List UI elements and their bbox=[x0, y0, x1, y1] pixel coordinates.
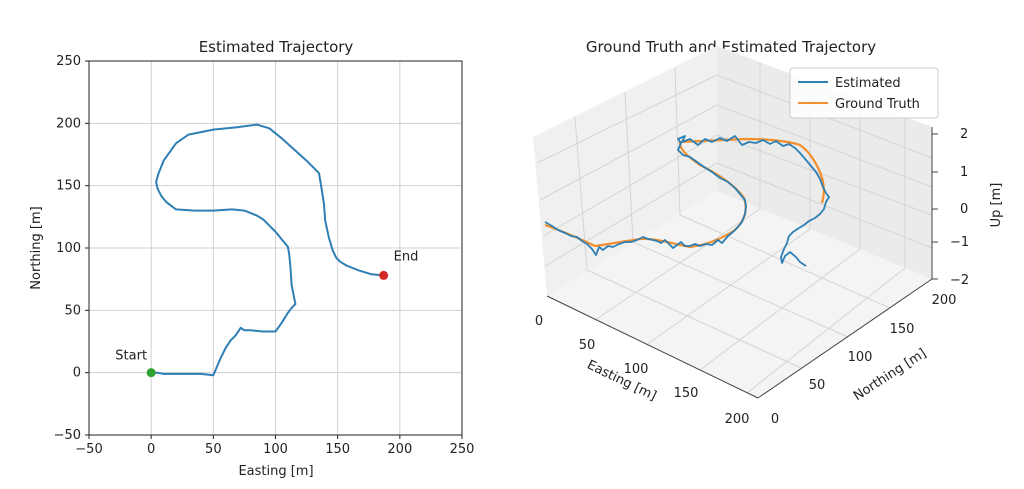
y-tick-label: −50 bbox=[54, 428, 81, 443]
y-tick-label: 100 bbox=[56, 241, 81, 256]
x-tick-label: 0 bbox=[147, 442, 155, 457]
z-ticks-3d: 2 1 0 −1 −2 bbox=[950, 127, 969, 288]
left-x-ticks: −50 0 50 100 150 200 250 bbox=[75, 435, 474, 457]
right-plot: Ground Truth and Estimated Trajectory bbox=[533, 38, 1004, 427]
x-tick-label: −50 bbox=[75, 442, 102, 457]
right-title: Ground Truth and Estimated Trajectory bbox=[586, 38, 876, 56]
grid-3d bbox=[536, 62, 933, 394]
y-tick-label: 0 bbox=[73, 366, 81, 381]
x-tick-label: 100 bbox=[263, 442, 288, 457]
x-axis-line bbox=[546, 295, 759, 399]
estimated-3d-line bbox=[544, 135, 830, 267]
endpoint-markers: Start End bbox=[115, 249, 419, 378]
left-pane bbox=[533, 46, 717, 296]
x-tick-label: 150 bbox=[325, 442, 350, 457]
left-xlabel: Easting [m] bbox=[238, 464, 313, 479]
z-tick: 0 bbox=[960, 202, 968, 217]
legend: Estimated Ground Truth bbox=[789, 67, 939, 119]
z-tick: 1 bbox=[960, 165, 968, 180]
left-plot: Estimated Trajectory −50 0 50 100 150 200 250 … bbox=[29, 38, 474, 479]
x-tick-label: 250 bbox=[450, 442, 475, 457]
left-grid bbox=[88, 60, 463, 436]
y-tick-label: 250 bbox=[56, 54, 81, 69]
y-tick: 150 bbox=[890, 322, 915, 337]
x-tick: 150 bbox=[674, 386, 699, 401]
floor-pane bbox=[547, 191, 932, 398]
y-tick-label: 200 bbox=[56, 116, 81, 131]
z-tick: −1 bbox=[950, 235, 969, 250]
x-tick: 50 bbox=[579, 338, 596, 353]
x-ticks-3d: 0 50 100 150 200 bbox=[535, 314, 750, 427]
estimated-trajectory-line bbox=[151, 123, 384, 377]
y-tick: 100 bbox=[848, 350, 873, 365]
left-y-ticks: −50 0 50 100 150 200 250 bbox=[54, 54, 89, 443]
legend-label-ground-truth: Ground Truth bbox=[835, 97, 920, 112]
legend-box bbox=[789, 67, 939, 119]
start-marker bbox=[146, 368, 156, 378]
y-tick: 200 bbox=[932, 293, 957, 308]
x-tick: 100 bbox=[624, 362, 649, 377]
y-ticks-3d: 0 50 100 150 200 bbox=[771, 293, 957, 427]
z-tick: 2 bbox=[960, 127, 968, 142]
end-label: End bbox=[394, 249, 419, 264]
x-tick: 200 bbox=[725, 412, 750, 427]
start-label: Start bbox=[115, 349, 147, 364]
y-tick: 50 bbox=[809, 378, 826, 393]
y-tick: 0 bbox=[771, 412, 779, 427]
x-tick-label: 50 bbox=[205, 442, 222, 457]
end-marker bbox=[379, 270, 389, 280]
legend-label-estimated: Estimated bbox=[835, 76, 901, 91]
z-tick-marks bbox=[932, 133, 938, 280]
y-axis-line bbox=[757, 278, 933, 399]
left-title: Estimated Trajectory bbox=[199, 38, 354, 56]
left-ylabel: Northing [m] bbox=[29, 206, 44, 289]
back-pane bbox=[717, 46, 932, 279]
y-tick-label: 150 bbox=[56, 179, 81, 194]
x-tick: 0 bbox=[535, 314, 543, 329]
z-label-3d: Up [m] bbox=[989, 183, 1004, 228]
z-tick: −2 bbox=[950, 273, 969, 288]
x-tick-label: 200 bbox=[387, 442, 412, 457]
y-tick-label: 50 bbox=[64, 303, 81, 318]
